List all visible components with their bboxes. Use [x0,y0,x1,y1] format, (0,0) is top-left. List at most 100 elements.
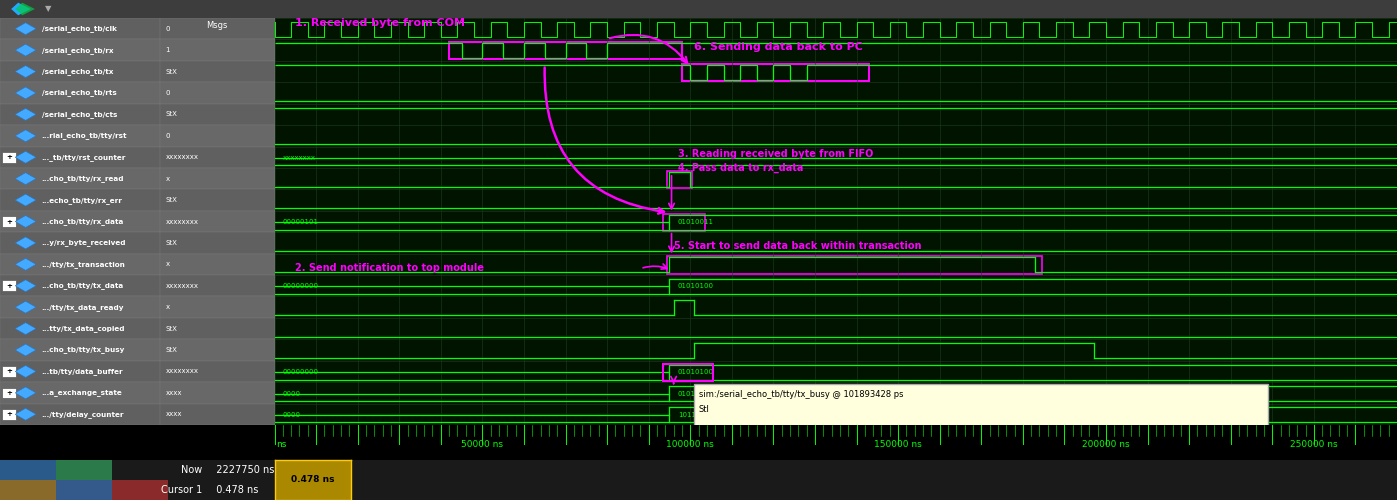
Text: ...echo_tb/tty/rx_err: ...echo_tb/tty/rx_err [42,196,123,203]
Bar [0,254,159,275]
Text: 0.478 ns: 0.478 ns [210,485,258,495]
Bar [1,216,15,227]
Text: 0000: 0000 [282,390,300,396]
Text: +: + [6,368,11,374]
FancyBboxPatch shape [694,384,1268,426]
Polygon shape [15,22,36,34]
Text: xxxxxxxx: xxxxxxxx [166,154,198,160]
Bar [159,404,274,425]
Polygon shape [15,216,36,228]
Text: 1. Received byte from COM: 1. Received byte from COM [295,18,465,28]
Text: +: + [6,218,11,224]
Bar [0,460,56,480]
Text: StX: StX [166,347,177,353]
Text: 0.478 ns: 0.478 ns [291,476,335,484]
Bar [159,211,274,232]
Polygon shape [15,151,36,163]
Text: x: x [166,262,170,268]
Text: StX: StX [166,197,177,203]
Text: +: + [6,283,11,289]
Text: /serial_echo_tb/tx: /serial_echo_tb/tx [42,68,113,75]
Bar [0,318,159,340]
Bar [159,61,274,82]
Bar [159,40,274,61]
Polygon shape [11,2,31,16]
Polygon shape [15,194,36,206]
Text: Msgs: Msgs [207,21,228,30]
Text: +: + [6,412,11,418]
Bar [159,168,274,190]
Polygon shape [15,387,36,399]
Bar [0,232,159,254]
Text: 100000 ns: 100000 ns [666,440,714,448]
Bar [159,82,274,103]
Polygon shape [15,87,36,99]
Text: +: + [6,390,11,396]
Polygon shape [15,2,35,16]
Text: xxxx: xxxx [166,412,182,418]
Bar [0,82,159,103]
Bar [159,296,274,318]
Polygon shape [15,301,36,313]
Text: 00000000: 00000000 [282,284,319,290]
Polygon shape [15,258,36,270]
Bar [1,280,15,291]
Text: StX: StX [166,68,177,74]
Text: 0101: 0101 [678,390,696,396]
Text: StX: StX [166,112,177,117]
Polygon shape [15,66,36,78]
Text: StX: StX [166,240,177,246]
Bar [0,40,159,61]
Text: 01010011: 01010011 [678,219,714,225]
Polygon shape [15,280,36,292]
Bar [159,232,274,254]
Text: 2. Send notification to top module: 2. Send notification to top module [295,263,485,273]
Text: /serial_echo_tb/rts: /serial_echo_tb/rts [42,90,116,96]
Text: x: x [166,304,170,310]
Bar [56,460,112,480]
Text: .../tty/tx_transaction: .../tty/tx_transaction [42,261,126,268]
Text: 00000000: 00000000 [282,369,319,375]
Text: xxxxxxxx: xxxxxxxx [282,155,316,161]
Bar [0,211,159,232]
Text: ...cho_tb/tty/rx_read: ...cho_tb/tty/rx_read [42,175,124,182]
Bar [159,382,274,404]
Bar [159,104,274,125]
Text: 4. Pass data to rx_data: 4. Pass data to rx_data [678,163,803,173]
Text: /serial_echo_tb/cts: /serial_echo_tb/cts [42,111,117,118]
Text: ...cho_tb/tty/tx_busy: ...cho_tb/tty/tx_busy [42,346,124,354]
Bar [0,125,159,146]
Text: sim:/serial_echo_tb/tty/tx_busy @ 101893428 ps: sim:/serial_echo_tb/tty/tx_busy @ 101893… [698,390,902,400]
Bar [1,409,15,420]
Text: ▼: ▼ [45,4,52,14]
Text: 3. Reading received byte from FIFO: 3. Reading received byte from FIFO [678,149,873,159]
Bar [112,480,168,500]
Bar [0,18,159,40]
Text: 250000 ns: 250000 ns [1289,440,1338,448]
Text: Stl: Stl [698,406,710,414]
Text: 200000 ns: 200000 ns [1083,440,1130,448]
Bar [0,146,159,168]
Text: ns: ns [277,440,286,448]
Bar [159,254,274,275]
Polygon shape [15,130,36,142]
Text: 00000101: 00000101 [282,219,319,225]
Text: ...cho_tb/tty/rx_data: ...cho_tb/tty/rx_data [42,218,124,225]
Bar [0,480,56,500]
Polygon shape [15,344,36,356]
Text: 1011: 1011 [678,412,696,418]
Bar [1,388,15,398]
Bar [1,366,15,377]
Text: 0: 0 [166,90,170,96]
Text: 5. Start to send data back within transaction: 5. Start to send data back within transa… [673,241,921,251]
Text: Now: Now [182,465,203,475]
Text: /serial_echo_tb/clk: /serial_echo_tb/clk [42,25,116,32]
Bar [0,404,159,425]
Text: .../tty/tx_data_ready: .../tty/tx_data_ready [42,304,124,310]
Text: 0: 0 [166,133,170,139]
Text: 01010100: 01010100 [678,284,714,290]
Polygon shape [15,172,36,184]
Bar [56,480,112,500]
Bar [159,18,274,40]
Text: 0000: 0000 [1098,412,1116,418]
